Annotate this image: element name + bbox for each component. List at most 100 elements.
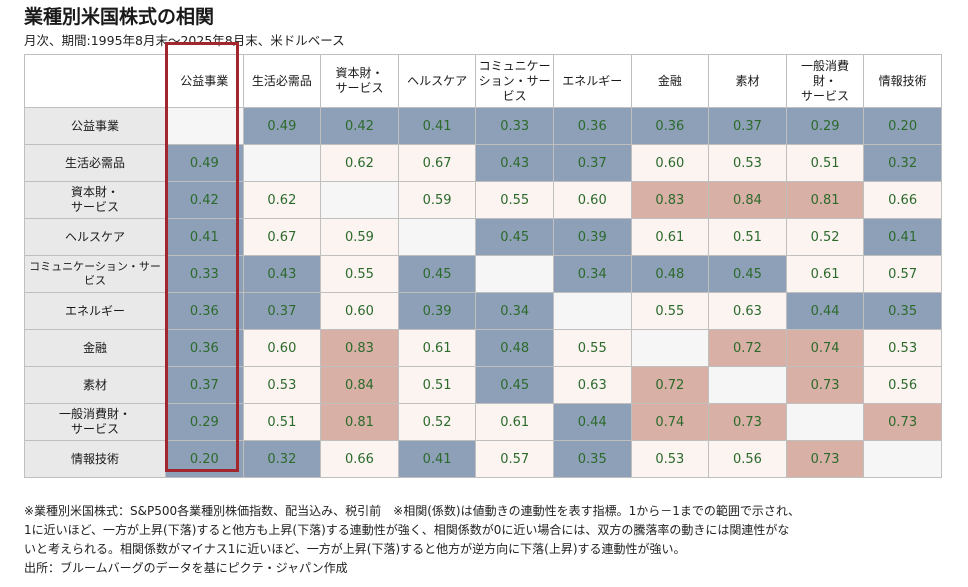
correlation-value: 0.42 [166,182,244,219]
table-row: 公益事業 0.49 0.42 0.41 0.33 0.36 0.36 0.37 0.29 0.20 [25,108,942,145]
correlation-value: 0.61 [786,256,865,293]
correlation-value: 0.45 [476,367,554,404]
correlation-value: 0.56 [709,441,787,478]
table-row: エネルギー 0.36 0.37 0.60 0.39 0.34 0.55 0.63 0.44 0.3… [25,293,942,330]
correlation-value: 0.61 [476,404,554,441]
table-row: 資本財・ サービス 0.42 0.62 0.59 0.55 0.60 0.83 0.84 0.81… [25,182,942,219]
footnote-line: いと考えられる。相関係数がマイナス1に近いほど、一方が上昇(下落)すると他方が逆… [24,542,686,556]
page-title: 業種別米国株式の相関 [24,6,215,28]
correlation-value: 0.37 [553,145,632,182]
row-header: 金融 [25,330,166,367]
table-row: 一般消費財・ サービス 0.29 0.51 0.81 0.52 0.61 0.44 0.74 0.… [25,404,942,441]
correlation-value: 0.63 [553,367,632,404]
table-row: 素材 0.37 0.53 0.84 0.51 0.45 0.63 0.72 0.73 0.56 [25,367,942,404]
correlation-value: 0.51 [786,145,865,182]
correlation-value: 0.44 [786,293,865,330]
correlation-value: 0.57 [864,256,942,293]
column-header: 一般消費 財・ サービス [786,55,865,108]
correlation-value: 0.62 [321,145,399,182]
correlation-value: 0.39 [553,219,632,256]
correlation-value: 0.66 [864,182,942,219]
footnote-source: 出所：ブルームバーグのデータを基にピクテ・ジャパン作成 [24,561,348,575]
column-header: 情報技術 [864,55,942,108]
correlation-value: 0.55 [476,182,554,219]
self-correlation-cell [243,145,322,182]
self-correlation-cell [476,256,554,293]
correlation-value: 0.73 [786,441,865,478]
correlation-value: 0.53 [709,145,787,182]
correlation-value: 0.51 [709,219,787,256]
correlation-value: 0.61 [398,330,477,367]
correlation-value: 0.48 [476,330,554,367]
row-header: エネルギー [25,293,166,330]
correlation-value: 0.81 [321,404,399,441]
table-row: 生活必需品 0.49 0.62 0.67 0.43 0.37 0.60 0.53 0.51 0.3… [25,145,942,182]
correlation-value: 0.29 [786,108,865,145]
correlation-value: 0.60 [631,145,710,182]
row-header: 情報技術 [25,441,166,478]
correlation-value: 0.57 [476,441,554,478]
correlation-value: 0.33 [476,108,554,145]
correlation-value: 0.29 [166,404,244,441]
self-correlation-cell [786,404,865,441]
correlation-value: 0.37 [166,367,244,404]
row-header: 資本財・ サービス [25,182,166,219]
table-row: 情報技術 0.20 0.32 0.66 0.41 0.57 0.35 0.53 0.56 0.73 [25,441,942,478]
correlation-value: 0.37 [243,293,322,330]
correlation-value: 0.67 [243,219,322,256]
column-header: 資本財・ サービス [321,55,399,108]
correlation-value: 0.52 [786,219,865,256]
correlation-value: 0.60 [321,293,399,330]
correlation-value: 0.74 [786,330,865,367]
self-correlation-cell [398,219,477,256]
footnote-line: ※業種別米国株式：S&P500各業種別株価指数、配当込み、税引前 ※相関(係数)… [24,504,800,518]
correlation-value: 0.73 [864,404,942,441]
correlation-value: 0.32 [243,441,322,478]
correlation-value: 0.55 [631,293,710,330]
correlation-value: 0.34 [476,293,554,330]
self-correlation-cell [321,182,399,219]
column-header: エネルギー [553,55,632,108]
correlation-value: 0.45 [398,256,477,293]
row-header: 素材 [25,367,166,404]
correlation-value: 0.83 [321,330,399,367]
row-header: 生活必需品 [25,145,166,182]
correlation-value: 0.61 [631,219,710,256]
correlation-value: 0.20 [864,108,942,145]
column-header: 生活必需品 [243,55,322,108]
page-subtitle: 月次、期間:1995年8月末～2025年8月末、米ドルベース [24,33,345,48]
correlation-value: 0.43 [476,145,554,182]
correlation-value: 0.33 [166,256,244,293]
correlation-value: 0.52 [398,404,477,441]
correlation-value: 0.53 [864,330,942,367]
correlation-value: 0.83 [631,182,710,219]
correlation-value: 0.66 [321,441,399,478]
correlation-value: 0.73 [709,404,787,441]
correlation-value: 0.43 [243,256,322,293]
correlation-value: 0.42 [321,108,399,145]
correlation-value: 0.41 [398,441,477,478]
correlation-value: 0.55 [553,330,632,367]
self-correlation-cell [709,367,787,404]
correlation-value: 0.32 [864,145,942,182]
correlation-value: 0.48 [631,256,710,293]
correlation-value: 0.73 [786,367,865,404]
row-header: 公益事業 [25,108,166,145]
correlation-value: 0.35 [864,293,942,330]
correlation-table: 公益事業 生活必需品 資本財・ サービス ヘルスケア コミュニケー ション・サー ビス エネルギ… [24,54,942,478]
correlation-value: 0.36 [166,330,244,367]
column-header: 金融 [631,55,710,108]
correlation-value: 0.41 [166,219,244,256]
correlation-value: 0.41 [864,219,942,256]
self-correlation-cell [166,108,244,145]
correlation-value: 0.67 [398,145,477,182]
correlation-value: 0.20 [166,441,244,478]
correlation-value: 0.72 [709,330,787,367]
footnotes: ※業種別米国株式：S&P500各業種別株価指数、配当込み、税引前 ※相関(係数)… [24,502,954,578]
correlation-value: 0.45 [709,256,787,293]
correlation-value: 0.41 [398,108,477,145]
correlation-value: 0.63 [709,293,787,330]
correlation-value: 0.55 [321,256,399,293]
correlation-value: 0.62 [243,182,322,219]
correlation-value: 0.34 [553,256,632,293]
